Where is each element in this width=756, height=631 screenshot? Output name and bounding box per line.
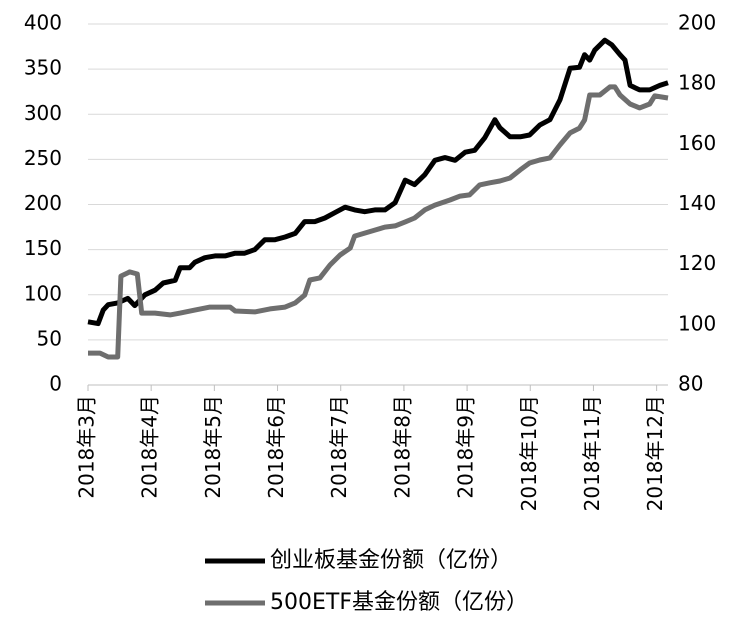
x-tick-label: 2018年9月 — [454, 395, 478, 499]
y-tick-label: 100 — [24, 281, 62, 305]
x-tick-label: 2018年8月 — [390, 395, 414, 499]
x-tick-label: 2018年5月 — [201, 395, 225, 499]
y2-tick-label: 120 — [678, 251, 716, 275]
y-tick-label: 150 — [24, 236, 62, 260]
series-line — [87, 37, 669, 327]
x-tick-label: 2018年11月 — [580, 395, 604, 511]
y-tick-label: 400 — [24, 11, 62, 35]
y-tick-label: 200 — [24, 191, 62, 215]
y2-tick-label: 140 — [678, 191, 716, 215]
x-tick-label: 2018年6月 — [264, 395, 288, 499]
y2-tick-label: 180 — [678, 71, 716, 95]
y-tick-label: 250 — [24, 146, 62, 170]
y-tick-label: 0 — [49, 372, 62, 396]
y-tick-label: 50 — [37, 326, 62, 350]
y2-tick-label: 160 — [678, 131, 716, 155]
y2-tick-label: 200 — [678, 11, 716, 35]
y-tick-label: 350 — [24, 56, 62, 80]
x-tick-label: 2018年4月 — [138, 395, 162, 499]
x-tick-label: 2018年3月 — [75, 395, 99, 499]
y2-tick-label: 100 — [678, 311, 716, 335]
x-tick-label: 2018年12月 — [643, 395, 667, 511]
x-tick-label: 2018年10月 — [517, 395, 541, 511]
y-tick-label: 300 — [24, 101, 62, 125]
legend-label: 500ETF基金份额（亿份） — [270, 590, 528, 615]
legend-label: 创业板基金份额（亿份） — [270, 548, 512, 573]
series-line — [88, 84, 669, 360]
x-tick-label: 2018年7月 — [327, 395, 351, 499]
y2-tick-label: 80 — [678, 372, 703, 396]
